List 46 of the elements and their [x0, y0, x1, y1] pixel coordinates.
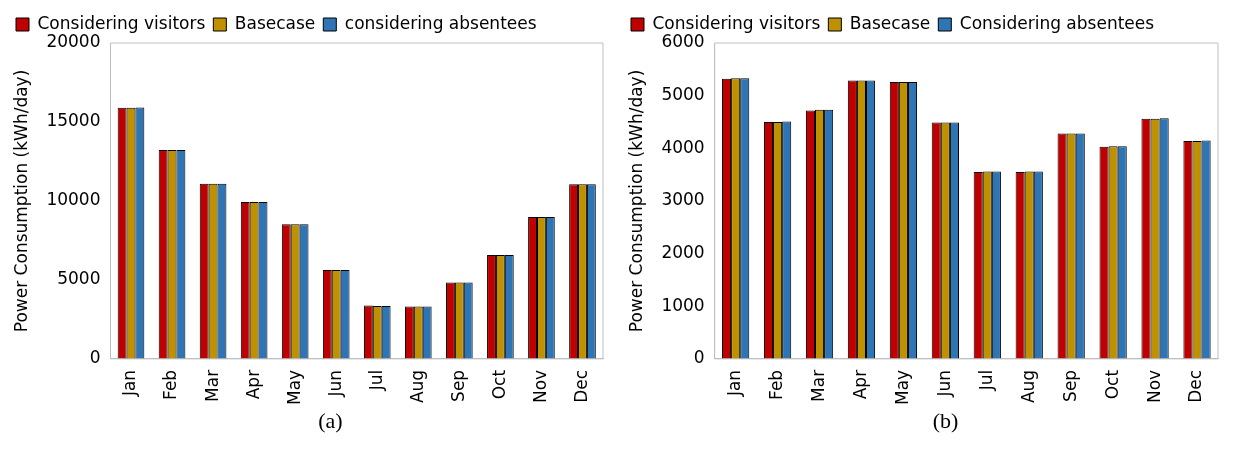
x-tick-label: Dec	[570, 369, 591, 403]
x-tick-label: Jun	[933, 369, 954, 398]
y-tick-label: 0	[693, 347, 705, 368]
x-tick-label: Aug	[406, 369, 427, 404]
y-axis-title: Power Consumption (kWh/day)	[625, 69, 646, 333]
x-tick-label: Feb	[160, 369, 181, 400]
x-tick-label: Jan	[724, 369, 745, 398]
x-tick-label: Mar	[201, 369, 222, 402]
x-tick-label: Dec	[1185, 369, 1206, 403]
legend-label: Considering visitors	[652, 12, 821, 33]
y-tick-label: 0	[89, 347, 101, 368]
legend-label: Considering absentees	[959, 12, 1155, 33]
text: (a)	[317, 408, 344, 434]
legend-label: Basecase	[849, 12, 931, 33]
x-tick-label: May	[891, 369, 912, 406]
x-tick-label: Sep	[1059, 369, 1080, 402]
y-tick-label: 2000	[661, 241, 705, 262]
x-tick-label: Jul	[975, 369, 996, 392]
x-tick-label: Mar	[807, 369, 828, 402]
y-tick-label: 5000	[57, 268, 101, 289]
x-tick-label: Jun	[324, 369, 345, 398]
y-tick-label: 15000	[46, 110, 101, 131]
legend-label: Basecase	[234, 12, 316, 33]
y-tick-label: 5000	[661, 84, 705, 105]
y-axis-title: Power Consumption (kWh/day)	[10, 69, 31, 333]
x-tick-label: Sep	[447, 369, 468, 402]
x-tick-label: Nov	[529, 369, 550, 404]
x-tick-label: Nov	[1143, 369, 1164, 404]
y-tick-label: 3000	[661, 189, 705, 210]
x-tick-label: May	[283, 369, 304, 406]
x-tick-label: Feb	[766, 369, 786, 400]
x-tick-label: Apr	[242, 369, 263, 400]
x-tick-label: Apr	[849, 369, 870, 400]
legend-label: considering absentees	[344, 12, 537, 33]
y-tick-label: 20000	[46, 31, 101, 52]
x-tick-label: Jul	[365, 369, 386, 392]
legend-label: Considering visitors	[37, 12, 206, 33]
y-tick-label: 4000	[661, 136, 705, 157]
text: (b)	[931, 408, 960, 434]
y-tick-label: 10000	[46, 189, 101, 210]
y-tick-label: 6000	[661, 31, 705, 52]
x-tick-label: Oct	[1101, 369, 1122, 400]
x-tick-label: Jan	[119, 369, 140, 398]
y-tick-label: 1000	[661, 294, 705, 315]
x-tick-label: Oct	[488, 369, 509, 400]
x-tick-label: Aug	[1017, 369, 1038, 404]
